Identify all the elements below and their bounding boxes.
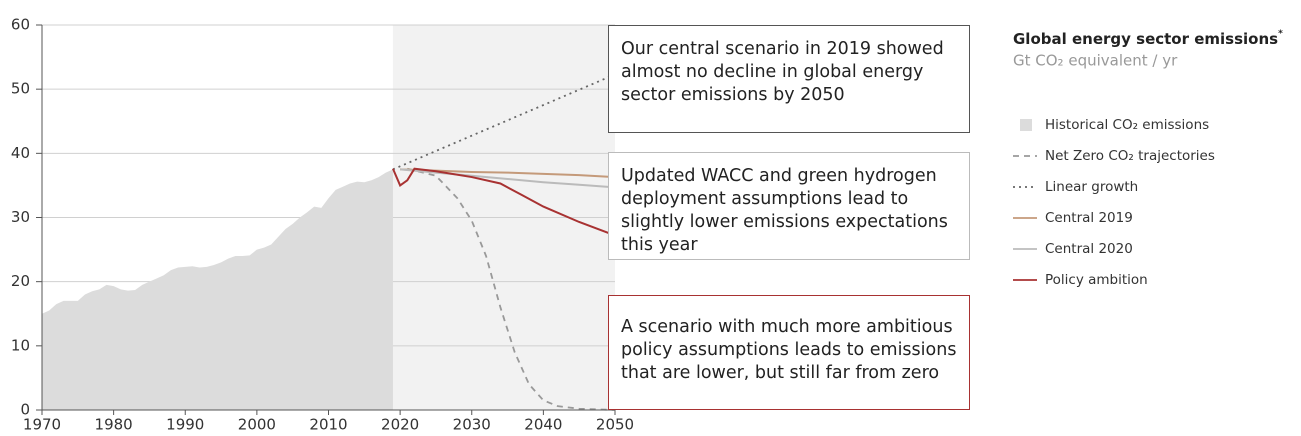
series-line (392, 73, 616, 171)
legend-label: Net Zero CO₂ trajectories (1045, 148, 1215, 164)
series-line (407, 167, 616, 411)
legend-label: Linear growth (1045, 179, 1138, 195)
series-line (392, 167, 616, 237)
x-tick-label: 2040 (524, 416, 562, 434)
legend-title-text: Global energy sector emissions (1013, 30, 1278, 48)
annotation-line: A scenario with much more ambitious (621, 317, 953, 337)
y-tick-label: 0 (20, 401, 30, 419)
annotation-box: Our central scenario in 2019 showed almos… (608, 25, 970, 133)
historical-area (42, 169, 393, 410)
annotation-box: A scenario with much more ambitious polic… (608, 295, 970, 410)
annotation-line: sector emissions by 2050 (621, 85, 845, 105)
annotation-line: slightly lower emissions expectations (621, 212, 948, 232)
x-tick-label: 1970 (23, 416, 61, 434)
legend-title-note: * (1278, 29, 1283, 39)
x-tick-label: 2030 (453, 416, 491, 434)
y-tick-label: 30 (11, 208, 30, 226)
y-tick-label: 40 (11, 144, 30, 162)
y-tick-label: 50 (11, 80, 30, 98)
annotation-line: policy assumptions leads to emissions (621, 340, 957, 360)
x-tick-label: 2050 (596, 416, 634, 434)
series-line (400, 168, 616, 189)
annotation-line: deployment assumptions lead to (621, 189, 909, 209)
y-tick-label: 20 (11, 272, 30, 290)
legend-swatch (1020, 119, 1032, 131)
annotation-line: Our central scenario in 2019 showed (621, 39, 944, 59)
x-tick-label: 1990 (166, 416, 204, 434)
annotation-box: Updated WACC and green hydrogen deploymen… (608, 152, 970, 260)
x-tick-label: 1980 (95, 416, 133, 434)
x-tick-label: 2010 (309, 416, 347, 434)
x-tick-label: 2000 (238, 416, 276, 434)
legend-subtitle: Gt CO₂ equivalent / yr (1013, 52, 1178, 70)
annotation-line: that are lower, but still far from zero (621, 363, 940, 383)
annotation-line: Updated WACC and green hydrogen (621, 166, 937, 186)
y-tick-label: 60 (11, 16, 30, 34)
annotation-line: almost no decline in global energy (621, 62, 924, 82)
legend-label: Central 2020 (1045, 241, 1133, 257)
x-tick-label: 2020 (381, 416, 419, 434)
legend-label: Historical CO₂ emissions (1045, 117, 1209, 133)
legend-title: Global energy sector emissions* (1013, 29, 1283, 48)
y-tick-label: 10 (11, 336, 30, 354)
legend-label: Policy ambition (1045, 272, 1148, 288)
annotation-line: this year (621, 235, 698, 255)
legend-label: Central 2019 (1045, 210, 1133, 226)
